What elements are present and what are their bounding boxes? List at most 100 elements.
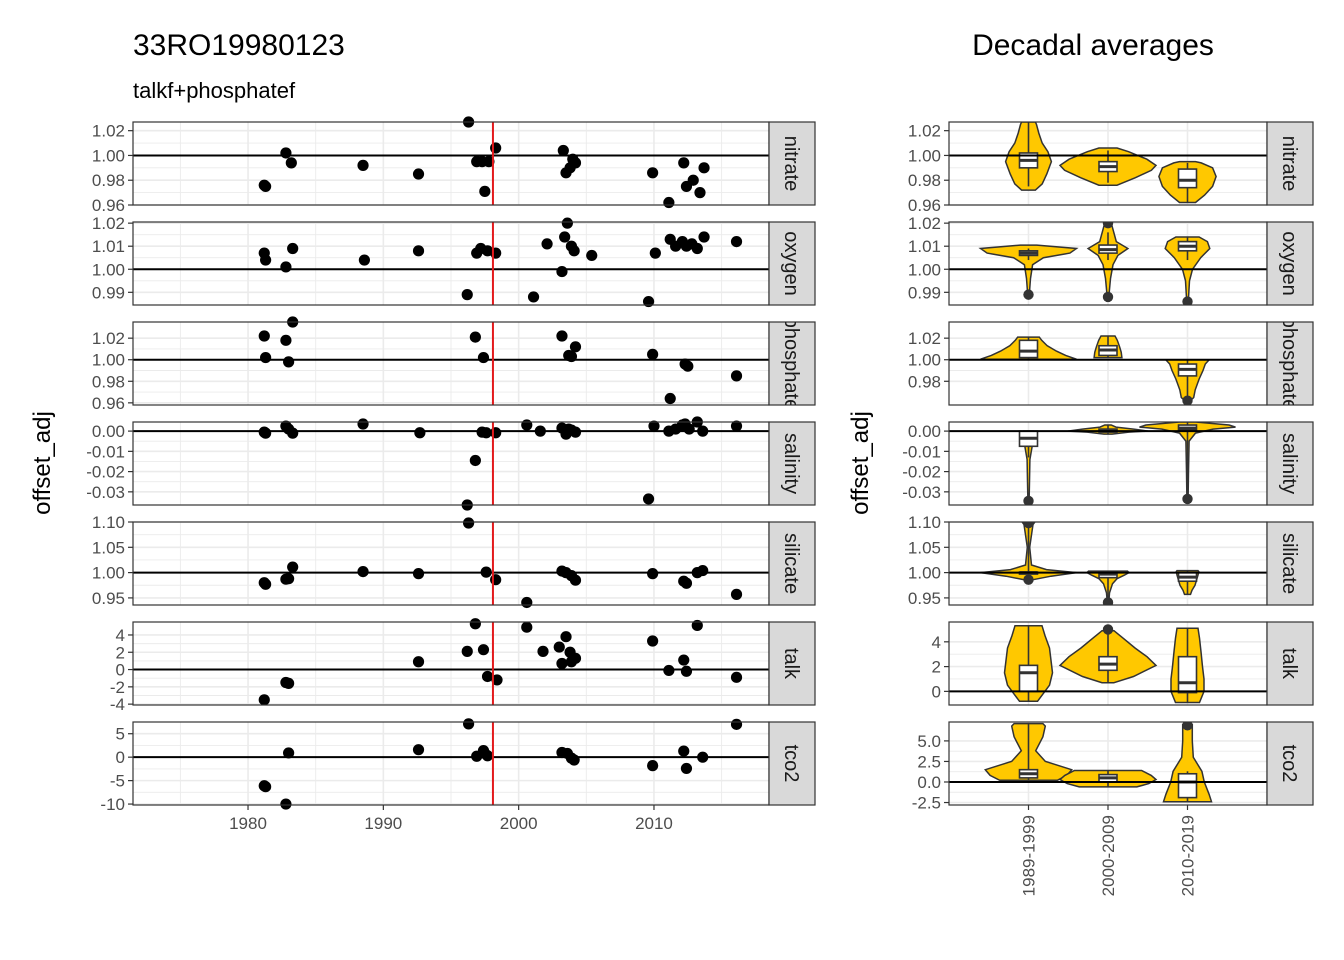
data-point: [260, 578, 272, 590]
data-point: [648, 420, 660, 432]
y-tick-label: 1.00: [908, 260, 941, 279]
data-point: [678, 745, 690, 757]
right-violin-panels: 0.96 0.98 1.00 1.02 nitrate 0.99 1.00 1.01 1.02 o…: [902, 121, 1314, 813]
y-tick-label: 0.96: [908, 196, 941, 215]
y-tick-label: 0: [932, 682, 941, 701]
data-point: [642, 295, 655, 308]
outlier-point: [1182, 722, 1193, 731]
outlier-point: [1102, 291, 1114, 303]
facet-strip-label: salinity: [1278, 433, 1300, 494]
data-point: [557, 144, 569, 157]
y-tick-label: -0.03: [86, 483, 125, 502]
y-tick-label: 1.05: [908, 538, 941, 557]
y-tick-label: 1.05: [92, 538, 125, 557]
y-tick-label: 1.02: [92, 214, 125, 233]
data-point: [694, 187, 706, 199]
data-point: [678, 157, 690, 169]
facet-strip-clip: tco2: [780, 745, 802, 783]
data-point: [469, 618, 481, 630]
y-tick-label: 1.00: [908, 146, 941, 165]
facet-strip: [768, 721, 816, 806]
data-point: [663, 196, 675, 209]
data-point: [287, 561, 299, 573]
data-point: [569, 652, 582, 664]
data-point: [469, 454, 481, 467]
outlier-point: [1023, 289, 1034, 300]
outlier-point: [1182, 296, 1193, 305]
y-tick-label: 0.99: [908, 283, 941, 302]
y-tick-label: -4: [110, 695, 125, 714]
y-tick-label: 1.00: [92, 146, 125, 165]
right-x-axis: 1989-1999 2000-2009 2010-2019: [1020, 805, 1198, 896]
y-tick-label: 2: [116, 643, 125, 662]
data-point: [663, 664, 675, 677]
facet-strip-label: talk: [780, 648, 802, 680]
outlier-point: [1023, 574, 1034, 585]
data-point: [683, 423, 695, 435]
facet-strip-label: tco2: [1278, 745, 1300, 783]
y-tick-label: 0.00: [908, 422, 941, 441]
violin-panel-content: [980, 522, 1200, 605]
y-tick-label: 0.99: [92, 283, 125, 302]
data-point: [285, 157, 297, 169]
facet-strip: [1266, 721, 1314, 806]
data-point: [521, 596, 533, 609]
data-point: [541, 238, 553, 250]
y-tick-label: 0.00: [92, 422, 125, 441]
facet-strip-clip: salinity: [780, 433, 802, 494]
y-tick-label: -10: [100, 795, 125, 814]
data-point: [414, 427, 426, 439]
y-tick-label: 1.01: [908, 237, 941, 256]
y-tick-label: 1.02: [908, 122, 941, 141]
violin-panel-content: [1003, 624, 1205, 704]
data-point: [527, 291, 540, 303]
y-tick-label: -0.03: [902, 483, 941, 502]
facet-strip: [768, 421, 816, 506]
data-point: [642, 493, 655, 505]
data-point: [560, 631, 572, 643]
y-tick-label: 0: [116, 661, 125, 680]
data-point: [565, 350, 578, 363]
data-point: [680, 762, 693, 775]
data-point: [412, 656, 425, 668]
facet-strip-clip: salinity: [1278, 433, 1300, 494]
facet-strip-label: oxygen: [1278, 231, 1300, 296]
data-point: [730, 235, 743, 248]
data-point: [568, 245, 580, 257]
outlier-point: [1023, 495, 1034, 505]
facet-strip-clip: nitrate: [780, 136, 802, 192]
data-point: [521, 419, 533, 431]
facet-strip: [1266, 221, 1314, 306]
data-point: [412, 245, 425, 257]
y-tick-label: 1.10: [908, 513, 941, 532]
facet-strip-label: silicate: [780, 533, 802, 594]
x-tick-label: 2000-2009: [1099, 815, 1118, 896]
box-iqr: [1177, 168, 1198, 189]
data-point: [561, 217, 573, 229]
data-point: [280, 261, 292, 273]
data-point: [569, 426, 582, 438]
data-point: [697, 751, 709, 763]
y-tick-label: 1.00: [92, 564, 125, 583]
facet-strip-clip: phosphate: [780, 322, 802, 405]
data-point: [697, 564, 709, 577]
left-chart-title: 33RO19980123: [133, 29, 345, 62]
outlier-point: [1102, 624, 1114, 635]
y-tick-label: 0.95: [92, 589, 125, 608]
data-point: [490, 247, 502, 259]
facet-strip-clip: oxygen: [780, 231, 802, 296]
data-point: [260, 254, 272, 266]
facet-strip-clip: silicate: [780, 533, 802, 594]
y-tick-label: 1.02: [92, 329, 125, 348]
violin-panel-silicate: 0.95 1.00 1.05 1.10 silicate: [908, 513, 1314, 608]
data-point: [260, 180, 272, 193]
data-point: [412, 168, 425, 180]
data-point: [586, 249, 598, 262]
y-tick-label: 2: [932, 658, 941, 677]
data-point: [556, 657, 568, 670]
x-tick-label: 2010: [635, 814, 673, 833]
violin-panel-oxygen: 0.99 1.00 1.01 1.02 oxygen: [908, 214, 1314, 306]
x-tick-label: 1980: [229, 814, 267, 833]
y-tick-label: 1.02: [908, 329, 941, 348]
